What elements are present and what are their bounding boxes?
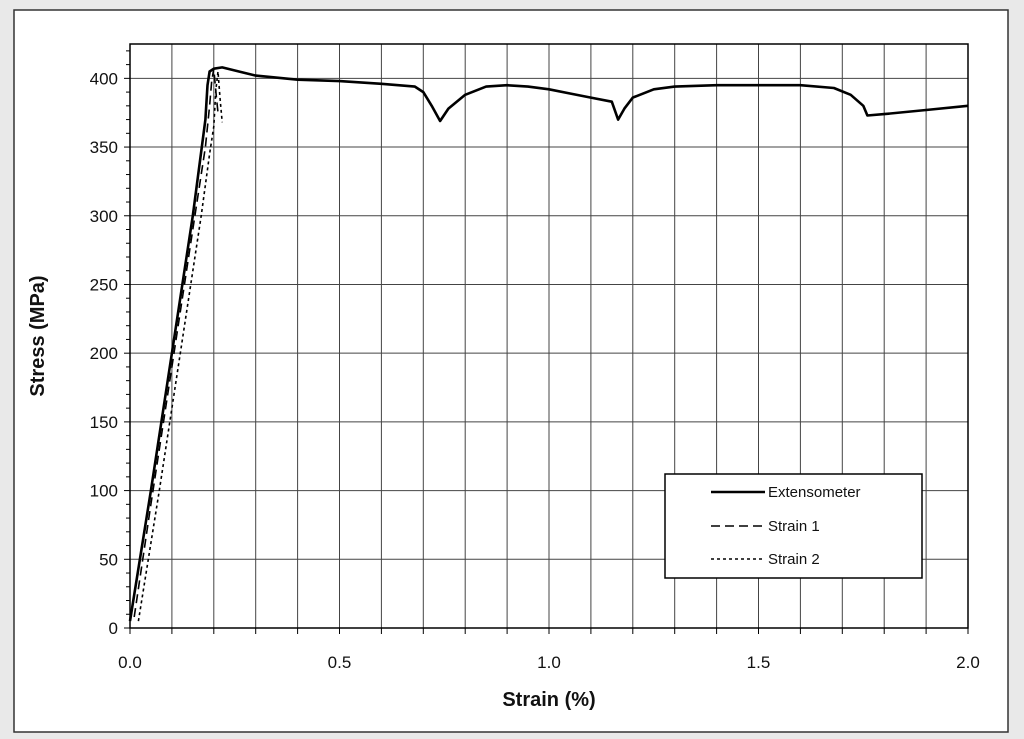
y-tick-label: 0: [109, 619, 118, 638]
legend-label-extensometer: Extensometer: [768, 484, 861, 501]
y-tick-label: 400: [90, 69, 118, 88]
series-line-strain-1: [133, 67, 219, 618]
legend-label-strain-2: Strain 2: [768, 551, 820, 568]
series-layer: [128, 66, 969, 622]
y-tick-label: 250: [90, 275, 118, 294]
legend-box: [664, 473, 923, 579]
y-tick-label: 150: [90, 413, 118, 432]
y-tick-label: 50: [99, 550, 118, 569]
x-tick-label: 1.0: [537, 653, 561, 672]
x-tick-label: 0.0: [118, 653, 142, 672]
x-tick-label: 0.5: [328, 653, 352, 672]
x-tick-label: 2.0: [956, 653, 980, 672]
y-axis-title: Stress (MPa): [27, 275, 49, 396]
x-axis: 0.0 0.5 1.0 1.5 2.0: [118, 628, 980, 672]
y-tick-label: 200: [90, 344, 118, 363]
x-tick-label: 1.5: [747, 653, 771, 672]
y-tick-label: 100: [90, 482, 118, 501]
series-line-strain-2: [137, 70, 223, 622]
legend: Extensometer Strain 1 Strain 2: [664, 473, 923, 579]
y-tick-label: 300: [90, 207, 118, 226]
y-axis: 0 50 100 150 200 250 300 350 400: [90, 50, 130, 638]
y-tick-label: 350: [90, 138, 118, 157]
x-axis-title: Strain (%): [502, 689, 595, 711]
legend-label-strain-1: Strain 1: [768, 518, 820, 535]
figure-frame: [13, 9, 1009, 733]
